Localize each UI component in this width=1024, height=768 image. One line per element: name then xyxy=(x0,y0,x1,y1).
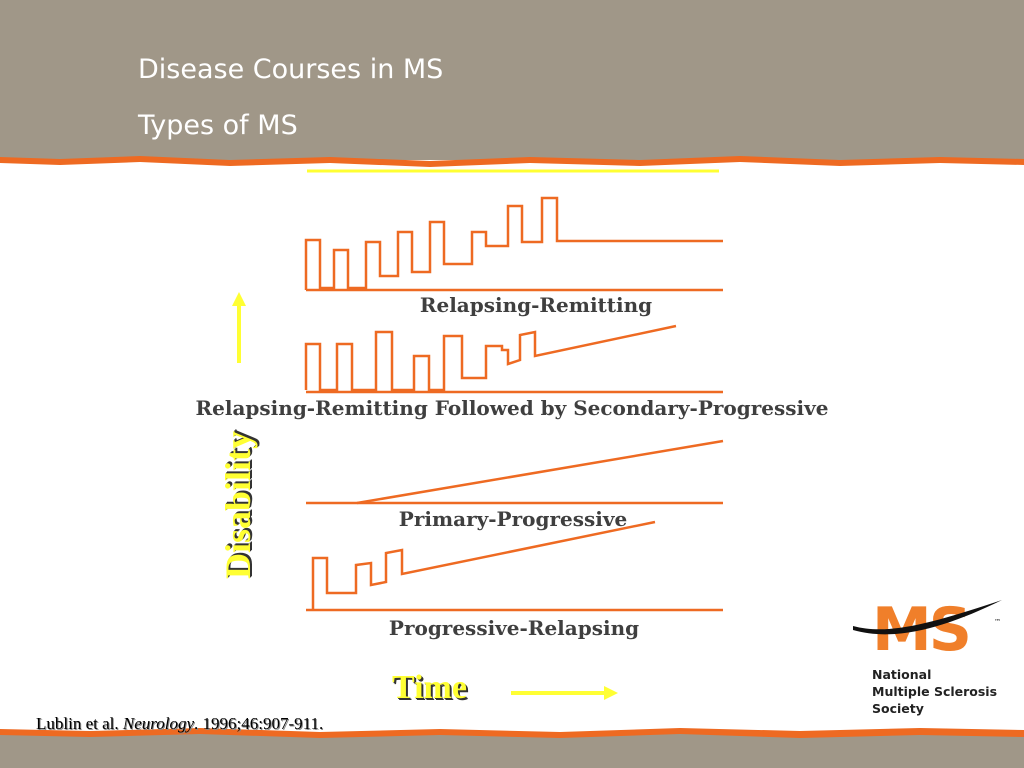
footer-orange-edge xyxy=(0,728,1024,738)
slide-footer xyxy=(0,734,1024,768)
ms-logo-mark: MS ™ xyxy=(853,595,1002,665)
citation: Lublin et al. Neurology. 1996;46:907-911… xyxy=(36,714,323,734)
label-relapsing-remitting: Relapsing-Remitting xyxy=(419,293,653,317)
header-orange-edge xyxy=(0,156,1024,167)
nmss-logo-text: National Multiple Sclerosis Society xyxy=(872,666,997,717)
ms-logo-swoosh xyxy=(853,600,1002,635)
y-axis-label: Disability xyxy=(218,430,258,580)
citation-authors: Lublin et al. xyxy=(36,714,119,733)
relapsing-remitting-curve xyxy=(304,196,723,292)
primary-progressive-curve xyxy=(306,439,724,505)
logo-line-national: National xyxy=(872,667,932,682)
disability-arrow xyxy=(232,292,246,363)
secondary-progressive-curve xyxy=(304,324,723,394)
slide-subtitle: Types of MS xyxy=(138,110,298,141)
svg-text:™: ™ xyxy=(994,618,1001,626)
label-primary-progressive: Primary-Progressive xyxy=(398,507,628,531)
logo-line-society: Society xyxy=(872,701,924,716)
x-axis-label: Time xyxy=(392,669,467,706)
progressive-relapsing-curve xyxy=(306,520,723,612)
label-progressive-relapsing: Progressive-Relapsing xyxy=(388,616,640,640)
label-secondary-progressive: Relapsing-Remitting Followed by Secondar… xyxy=(195,396,829,420)
logo-line-multiple-sclerosis: Multiple Sclerosis xyxy=(872,684,998,699)
citation-journal: Neurology xyxy=(122,714,195,733)
citation-details: . 1996;46:907-911. xyxy=(194,714,324,733)
slide-title: Disease Courses in MS xyxy=(138,54,444,85)
slide-header: Disease Courses in MS Types of MS xyxy=(0,0,1024,160)
time-arrow xyxy=(511,686,618,700)
